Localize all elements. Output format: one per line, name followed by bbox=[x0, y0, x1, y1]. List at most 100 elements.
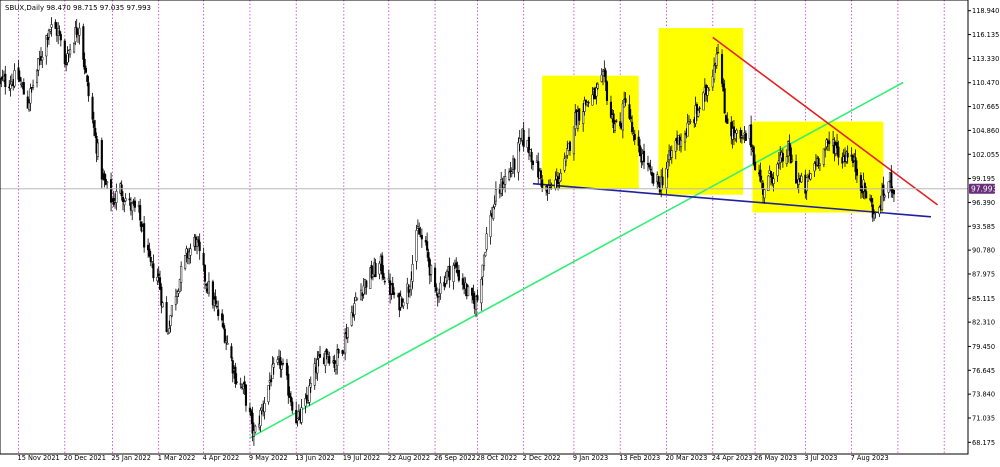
candle-body bbox=[735, 129, 738, 134]
candle-body bbox=[482, 254, 486, 266]
candle-body bbox=[517, 142, 520, 173]
candle-body bbox=[817, 158, 820, 166]
candle-body bbox=[715, 53, 718, 66]
candle-body bbox=[578, 108, 581, 121]
candle-body bbox=[518, 138, 521, 145]
candle-body bbox=[410, 279, 413, 290]
candle-body bbox=[788, 142, 791, 152]
candle-body bbox=[382, 272, 385, 279]
candle-body bbox=[50, 24, 53, 28]
candle-body bbox=[326, 354, 330, 358]
candle-body bbox=[152, 263, 155, 279]
candle-body bbox=[120, 184, 123, 197]
candle-body bbox=[92, 120, 95, 128]
x-tick-label: 4 Apr 2022 bbox=[203, 454, 240, 462]
candle-body bbox=[121, 196, 125, 203]
y-tick-label: 107.665 bbox=[972, 103, 999, 111]
candle-body bbox=[510, 171, 513, 174]
candle-body bbox=[822, 148, 825, 165]
candle-body bbox=[350, 312, 353, 326]
candle-body bbox=[337, 349, 340, 354]
candle-body bbox=[147, 244, 150, 251]
candle-body bbox=[601, 71, 605, 77]
candle-body bbox=[554, 179, 557, 189]
candle-body bbox=[809, 173, 812, 180]
candle-body bbox=[612, 113, 615, 129]
candle-body bbox=[318, 353, 322, 358]
candle-body bbox=[295, 409, 298, 424]
rising-support-line[interactable] bbox=[249, 81, 904, 439]
y-tick-label: 104.860 bbox=[972, 127, 999, 135]
candle-body bbox=[878, 206, 881, 215]
candle-body bbox=[586, 101, 589, 106]
candle-body bbox=[178, 279, 181, 293]
candle-body bbox=[461, 278, 464, 285]
candle-body bbox=[365, 280, 368, 288]
candle-body bbox=[713, 65, 716, 80]
candle-body bbox=[471, 287, 474, 296]
candle-body bbox=[91, 96, 94, 120]
candle-body bbox=[128, 198, 131, 201]
candle-body bbox=[629, 116, 632, 120]
y-tick-label: 90.780 bbox=[972, 247, 995, 255]
candle-body bbox=[197, 239, 200, 243]
candle-body bbox=[646, 163, 650, 165]
candle-body bbox=[750, 124, 753, 148]
x-tick-label: 1 Mar 2022 bbox=[158, 454, 196, 462]
candle-body bbox=[492, 207, 495, 219]
candle-body bbox=[541, 179, 544, 188]
candle-body bbox=[717, 52, 720, 54]
candle-body bbox=[328, 356, 331, 364]
candle-body bbox=[259, 409, 262, 427]
candle-body bbox=[123, 201, 126, 206]
candle-body bbox=[313, 363, 316, 386]
candle-body bbox=[100, 140, 103, 180]
candle-body bbox=[457, 269, 460, 281]
candle-body bbox=[502, 183, 505, 189]
candle-body bbox=[882, 184, 885, 196]
candle-body bbox=[740, 135, 743, 138]
candle-body bbox=[110, 179, 113, 203]
candle-body bbox=[106, 181, 109, 184]
candle-body bbox=[467, 286, 470, 297]
candle-body bbox=[184, 255, 187, 269]
candle-body bbox=[707, 89, 710, 91]
candle-body bbox=[683, 133, 687, 143]
candle-body bbox=[391, 283, 394, 295]
candle-body bbox=[702, 92, 705, 111]
candle-body bbox=[73, 42, 76, 53]
candle-body bbox=[96, 142, 99, 157]
candle-body bbox=[427, 252, 430, 262]
candle-body bbox=[734, 132, 737, 139]
candle-body bbox=[800, 175, 803, 183]
candle-body bbox=[621, 103, 624, 131]
candle-body bbox=[17, 67, 20, 80]
x-tick-label: 15 Nov 2021 bbox=[18, 454, 60, 462]
candle-body bbox=[157, 273, 160, 276]
candle-body bbox=[26, 96, 29, 109]
candle-body bbox=[316, 359, 319, 374]
candle-body bbox=[222, 323, 225, 329]
y-tick-label: 85.115 bbox=[972, 295, 995, 303]
candle-body bbox=[279, 356, 282, 369]
candle-body bbox=[170, 305, 173, 317]
candle-body bbox=[494, 189, 497, 202]
candle-body bbox=[666, 161, 669, 170]
plot-frame bbox=[0, 0, 969, 455]
falling-resistance-line[interactable] bbox=[712, 36, 939, 206]
candle-body bbox=[346, 327, 349, 338]
candle-body bbox=[151, 261, 154, 263]
candle-body bbox=[287, 373, 290, 396]
candle-body bbox=[341, 350, 344, 354]
candle-body bbox=[638, 145, 642, 157]
y-tick-label: 82.310 bbox=[972, 319, 995, 327]
candle-body bbox=[361, 292, 364, 296]
candle-body bbox=[732, 126, 735, 137]
candle-body bbox=[726, 118, 729, 124]
candle-body bbox=[504, 176, 507, 185]
candle-body bbox=[818, 163, 821, 166]
candle-body bbox=[156, 276, 159, 282]
candle-body bbox=[29, 88, 32, 104]
candle-body bbox=[252, 430, 255, 437]
